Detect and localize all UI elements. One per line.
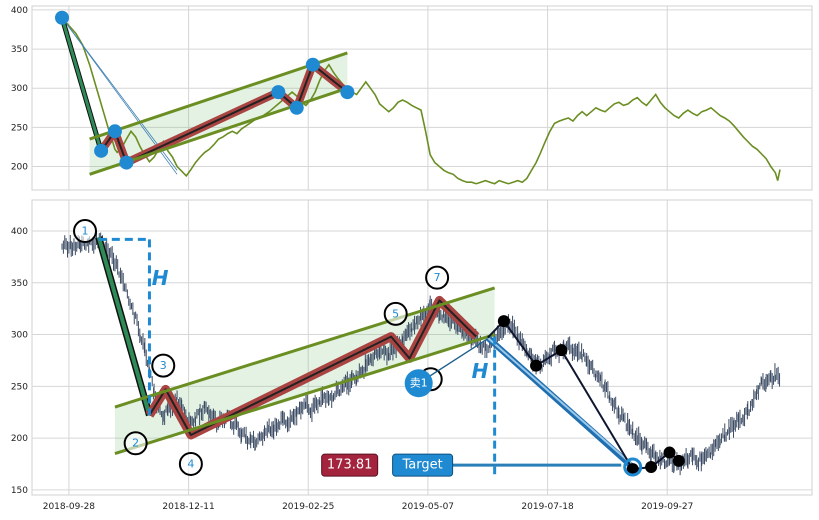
wave-label-ring (73, 219, 98, 244)
detail-y-tick-label: 150 (11, 486, 28, 496)
target-value-box (321, 453, 379, 477)
wave-label-ring (383, 301, 408, 326)
detail-frame (31, 199, 813, 496)
overview-panel: 400 350 300 250 200 (11, 5, 813, 191)
detail-forecast-point (530, 359, 543, 372)
overview-wave-point (340, 85, 355, 100)
wave-label-number: 7 (434, 271, 441, 284)
target-ring (623, 457, 643, 477)
h-marker-label: H (152, 266, 169, 290)
detail-channel-fill (114, 288, 495, 454)
detail-x-tick-label: 2018-09-28 (43, 502, 96, 512)
detail-forecast-point (645, 461, 658, 474)
wave-label-number: 3 (160, 359, 167, 372)
detail-forecast-point (663, 446, 676, 459)
overview-channel-upper (89, 51, 348, 141)
overview-y-tick-label: 200 (11, 163, 28, 173)
detail-y-tick-label: 300 (11, 331, 28, 341)
overview-y-tick-label: 350 (11, 45, 28, 55)
detail-forecast-point (555, 344, 568, 357)
detail-plot (61, 231, 781, 476)
detail-channel-upper (114, 286, 496, 409)
overview-wave-point (119, 155, 134, 170)
overview-wave-point (289, 100, 304, 115)
overview-y-tick-label: 400 (11, 6, 28, 16)
detail-forecast-point (672, 454, 685, 467)
detail-x-tick-label: 2019-07-18 (521, 502, 574, 512)
overview-grid (32, 6, 812, 190)
overview-y-tick-label: 300 (11, 84, 28, 94)
detail-y-tick-label: 200 (11, 434, 28, 444)
detail-forecast-point (497, 315, 510, 328)
wave-label-number: 5 (392, 307, 399, 320)
detail-x-tick-label: 2018-12-11 (162, 502, 214, 512)
target-value-text: 173.81 (327, 458, 373, 473)
overview-wave-point (55, 10, 69, 25)
detail-y-tick-label: 350 (11, 279, 28, 289)
detail-y-tick-label: 250 (11, 382, 28, 392)
detail-annotations: H H 173.81 Target 卖1 1 2 3 4 5 7 (73, 219, 643, 477)
sell-badge-label: 卖1 (410, 377, 428, 390)
overview-wave-point (305, 57, 320, 72)
wave-label-ring (151, 353, 176, 378)
detail-y-tick-label: 400 (11, 227, 28, 237)
overview-wave-point (107, 124, 122, 139)
detail-forecast-point (626, 463, 639, 476)
overview-frame (31, 5, 813, 191)
detail-first-leg (96, 236, 152, 416)
target-label-text: Target (401, 458, 442, 473)
overview-price-line (61, 17, 781, 185)
sell-badge (404, 369, 433, 398)
wave-label-ring (123, 431, 148, 456)
detail-channel-lower (114, 333, 496, 456)
overview-channel-fill (89, 53, 348, 175)
detail-x-axis: 2018-09-28 2018-12-11 2019-02-25 2019-05-07… (43, 502, 694, 512)
overview-y-tick-label: 250 (11, 123, 28, 133)
detail-x-tick-label: 2019-09-27 (641, 502, 693, 512)
h-marker-label: H (472, 359, 489, 383)
detail-wave-core (148, 299, 477, 436)
detail-x-tick-label: 2019-02-25 (282, 502, 334, 512)
wave-label-number: 4 (187, 457, 194, 470)
detail-y-axis: 400 350 300 250 200 150 (11, 227, 28, 496)
detail-projection-inner (487, 336, 634, 466)
wave-label-ring (425, 265, 450, 290)
wave-label-ring (178, 451, 203, 476)
overview-first-leg (60, 17, 103, 152)
overview-y-axis: 400 350 300 250 200 (11, 6, 28, 173)
overview-wave-point (271, 85, 286, 100)
detail-x-tick-label: 2019-05-07 (402, 502, 454, 512)
wave-label-number: 1 (82, 225, 89, 238)
overview-plot (55, 10, 781, 185)
target-label-box (392, 453, 454, 477)
overview-wave-point (94, 143, 109, 158)
wave-label-number: 2 (132, 437, 139, 450)
